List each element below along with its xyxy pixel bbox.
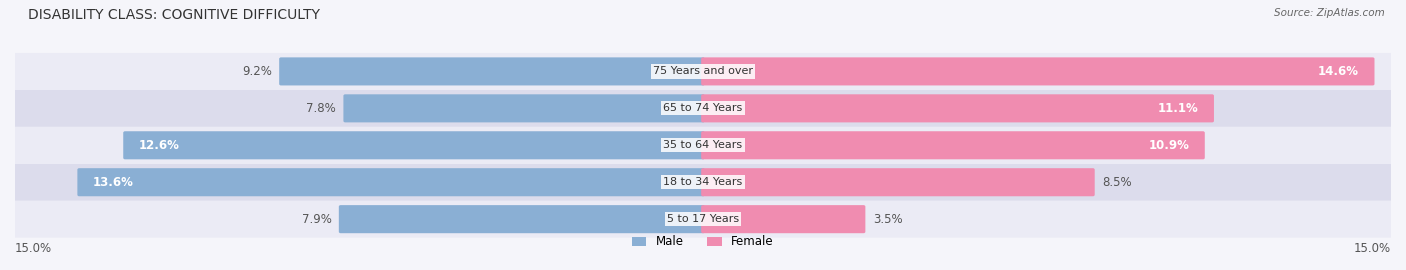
Text: 11.1%: 11.1%	[1157, 102, 1198, 115]
Text: Source: ZipAtlas.com: Source: ZipAtlas.com	[1274, 8, 1385, 18]
Text: 7.9%: 7.9%	[302, 213, 332, 226]
Text: 75 Years and over: 75 Years and over	[652, 66, 754, 76]
Text: DISABILITY CLASS: COGNITIVE DIFFICULTY: DISABILITY CLASS: COGNITIVE DIFFICULTY	[28, 8, 321, 22]
FancyBboxPatch shape	[77, 168, 704, 196]
FancyBboxPatch shape	[702, 131, 1205, 159]
Text: 14.6%: 14.6%	[1317, 65, 1358, 78]
Text: 15.0%: 15.0%	[1354, 242, 1391, 255]
FancyBboxPatch shape	[15, 90, 1391, 127]
FancyBboxPatch shape	[339, 205, 704, 233]
Text: 8.5%: 8.5%	[1102, 176, 1132, 189]
Text: 12.6%: 12.6%	[139, 139, 180, 152]
Text: 15.0%: 15.0%	[15, 242, 52, 255]
FancyBboxPatch shape	[702, 168, 1095, 196]
FancyBboxPatch shape	[15, 53, 1391, 90]
FancyBboxPatch shape	[702, 57, 1375, 85]
FancyBboxPatch shape	[15, 127, 1391, 164]
FancyBboxPatch shape	[124, 131, 704, 159]
Text: 7.8%: 7.8%	[307, 102, 336, 115]
FancyBboxPatch shape	[702, 94, 1213, 122]
FancyBboxPatch shape	[343, 94, 704, 122]
Text: 35 to 64 Years: 35 to 64 Years	[664, 140, 742, 150]
FancyBboxPatch shape	[15, 201, 1391, 238]
FancyBboxPatch shape	[15, 164, 1391, 201]
Text: 13.6%: 13.6%	[93, 176, 134, 189]
FancyBboxPatch shape	[280, 57, 704, 85]
Text: 3.5%: 3.5%	[873, 213, 903, 226]
Legend: Male, Female: Male, Female	[627, 231, 779, 253]
FancyBboxPatch shape	[702, 205, 865, 233]
Text: 9.2%: 9.2%	[242, 65, 271, 78]
Text: 18 to 34 Years: 18 to 34 Years	[664, 177, 742, 187]
Text: 65 to 74 Years: 65 to 74 Years	[664, 103, 742, 113]
Text: 5 to 17 Years: 5 to 17 Years	[666, 214, 740, 224]
Text: 10.9%: 10.9%	[1149, 139, 1189, 152]
